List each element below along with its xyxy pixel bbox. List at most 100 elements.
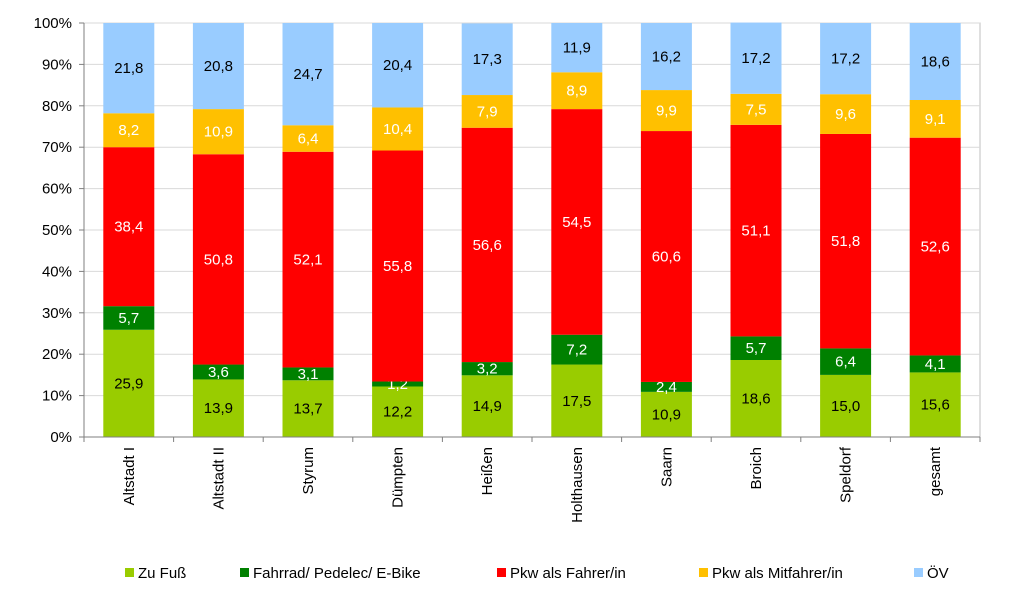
data-label: 52,1 <box>293 252 322 269</box>
y-tick-label: 90% <box>42 56 72 73</box>
bar-segment <box>192 379 244 437</box>
bar-segment <box>192 364 244 380</box>
y-tick-label: 0% <box>50 429 72 446</box>
x-category-label: Speldorf <box>838 446 855 503</box>
bar-segment <box>909 137 961 356</box>
data-label: 51,8 <box>831 233 860 250</box>
bar-segment <box>640 131 692 382</box>
y-tick-label: 20% <box>42 346 72 363</box>
data-label: 4,1 <box>925 356 946 373</box>
data-label: 7,5 <box>746 101 767 118</box>
data-label: 15,6 <box>921 397 950 414</box>
bar-segment <box>640 381 692 392</box>
legend-label: Fahrrad/ Pedelec/ E-Bike <box>253 565 421 582</box>
bar-segment <box>192 109 244 155</box>
bar-stack-3: 12,21,255,810,420,4 <box>372 23 424 437</box>
data-label: 14,9 <box>473 398 502 415</box>
data-label: 18,6 <box>741 390 770 407</box>
bars: 25,95,738,48,221,813,93,650,810,920,813,… <box>103 22 961 437</box>
bar-segment <box>103 23 155 114</box>
y-tick-label: 70% <box>42 139 72 156</box>
bar-segment <box>551 364 603 437</box>
legend-item-3: Pkw als Mitfahrer/in <box>699 565 843 582</box>
x-category-label: Saarn <box>658 447 675 487</box>
y-tick-label: 30% <box>42 305 72 322</box>
bar-segment <box>640 23 692 91</box>
bar-segment <box>282 151 334 368</box>
bar-segment <box>820 374 872 437</box>
x-category-label: Broich <box>748 447 765 490</box>
x-category-label: Heißen <box>479 447 496 495</box>
x-category-label: Styrum <box>300 447 317 495</box>
bar-segment <box>103 306 155 330</box>
y-tick-label: 100% <box>34 15 72 32</box>
bar-segment <box>372 23 424 108</box>
data-label: 17,2 <box>831 51 860 68</box>
data-label: 20,4 <box>383 57 412 74</box>
data-label: 52,6 <box>921 239 950 256</box>
bar-segment <box>640 391 692 437</box>
bar-segment <box>909 355 961 373</box>
data-label: 20,8 <box>204 58 233 75</box>
data-label: 3,1 <box>298 366 319 383</box>
bar-segment <box>461 23 513 96</box>
data-label: 17,5 <box>562 393 591 410</box>
bar-segment <box>730 93 782 125</box>
bar-stack-5: 17,5 7,2 54,5 8,9 11,9 <box>551 23 603 437</box>
data-label: 8,9 <box>566 83 587 100</box>
bar-segment <box>103 329 155 437</box>
bar-segment <box>730 359 782 437</box>
data-label: 13,7 <box>293 401 322 418</box>
bar-segment <box>282 23 334 126</box>
bar-stack-9: 15,6 4,1 52,6 9,1 18,6 <box>909 23 961 437</box>
x-category-label: Altstadt II <box>210 447 227 510</box>
data-label: 60,6 <box>652 248 681 265</box>
bar-segment <box>103 147 155 307</box>
bar-segment <box>551 72 603 110</box>
bar-segment <box>640 90 692 132</box>
bar-segment <box>730 336 782 360</box>
data-label: 5,7 <box>746 340 767 357</box>
bar-stack-8: 15,0 6,4 51,8 9,6 17,2 <box>820 23 872 437</box>
data-label: 6,4 <box>835 354 856 371</box>
data-label: 9,9 <box>656 103 677 120</box>
bar-segment <box>192 154 244 365</box>
data-label: 11,9 <box>563 40 591 57</box>
bar-segment <box>909 100 961 138</box>
y-tick-label: 60% <box>42 181 72 198</box>
legend-swatch <box>497 568 506 577</box>
data-label: 17,3 <box>473 51 502 68</box>
bar-segment <box>730 124 782 337</box>
data-label: 6,4 <box>298 131 319 148</box>
data-label: 16,2 <box>652 49 681 66</box>
y-tick-label: 10% <box>42 388 72 405</box>
bar-segment <box>282 380 334 437</box>
bar-segment <box>730 22 782 94</box>
data-label: 15,0 <box>831 398 860 415</box>
x-category-label: Dümpten <box>390 447 407 508</box>
data-label: 13,9 <box>204 400 233 417</box>
legend-label: ÖV <box>927 564 949 582</box>
data-label: 10,4 <box>383 121 412 138</box>
data-label: 18,6 <box>921 54 950 71</box>
data-label: 7,9 <box>477 103 498 120</box>
legend-swatch <box>125 568 134 577</box>
data-label: 9,6 <box>835 106 856 123</box>
data-label: 10,9 <box>204 124 233 141</box>
data-label: 3,6 <box>208 364 229 381</box>
data-label: 56,6 <box>473 237 502 254</box>
legend-item-2: Pkw als Fahrer/in <box>497 565 626 582</box>
bar-segment <box>551 334 603 365</box>
bar-segment <box>282 367 334 381</box>
bar-segment <box>372 381 424 387</box>
data-label: 21,8 <box>114 60 143 77</box>
y-tick-label: 40% <box>42 263 72 280</box>
legend-swatch <box>240 568 249 577</box>
bar-segment <box>820 348 872 375</box>
data-label: 55,8 <box>383 258 412 275</box>
legend-swatch <box>699 568 708 577</box>
bar-segment <box>909 23 961 101</box>
data-label: 12,2 <box>383 404 412 421</box>
bar-stack-4: 14,9 3,2 56,6 7,9 17,3 <box>461 23 513 437</box>
